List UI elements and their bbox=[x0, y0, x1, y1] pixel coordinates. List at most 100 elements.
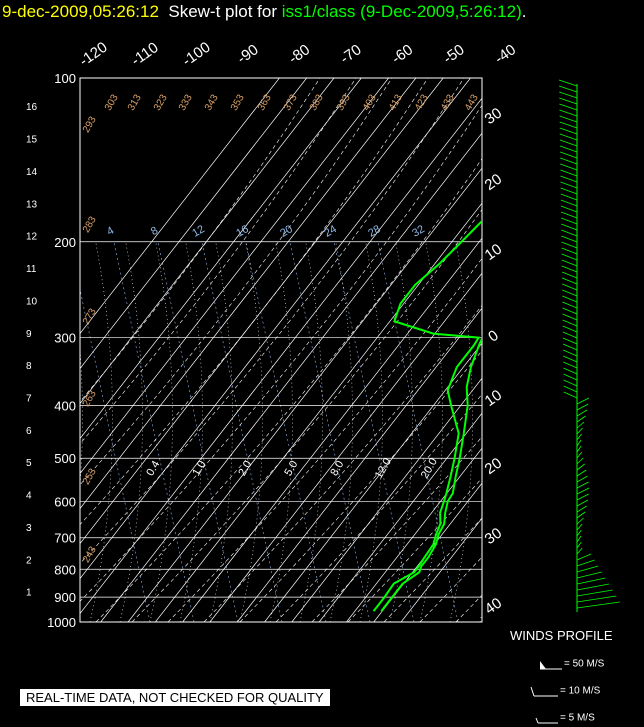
wind-barb bbox=[559, 103, 578, 111]
wind-barb bbox=[576, 553, 592, 561]
height-km-tick-label: 7 bbox=[26, 394, 32, 405]
moist-adiabat-label: 8.0 bbox=[328, 459, 346, 478]
height-km-tick-label: 9 bbox=[26, 329, 32, 340]
wind-barb bbox=[561, 277, 578, 285]
temperature-tick-top: -90 bbox=[234, 41, 262, 67]
wind-barb bbox=[576, 487, 590, 495]
wind-barb bbox=[561, 265, 578, 273]
wind-barb bbox=[559, 151, 578, 159]
quality-warning: REAL-TIME DATA, NOT CHECKED FOR QUALITY bbox=[20, 689, 330, 706]
wind-barb bbox=[559, 109, 578, 117]
wind-barb bbox=[561, 283, 578, 291]
title-station: iss1/class (9-Dec-2009,5:26:12) bbox=[281, 2, 522, 21]
wind-barb bbox=[576, 427, 583, 435]
dry-adiabat-line bbox=[167, 257, 482, 622]
wind-barb bbox=[558, 79, 578, 87]
mixing-ratio-line bbox=[201, 241, 283, 622]
dry-adiabat-label: 363 bbox=[256, 92, 274, 112]
dry-adiabat-line bbox=[275, 393, 482, 622]
wind-barb bbox=[561, 247, 578, 255]
profile-lines bbox=[372, 219, 482, 612]
wind-barb bbox=[576, 463, 585, 471]
wind-barb bbox=[560, 187, 578, 195]
wind-barb bbox=[576, 439, 582, 447]
wind-barb bbox=[559, 97, 578, 105]
isotherm-line bbox=[264, 342, 482, 622]
wind-barb bbox=[576, 541, 582, 549]
dry-adiabat-line bbox=[203, 304, 482, 622]
mixing-ratio-line bbox=[157, 241, 239, 622]
wind-barb bbox=[560, 217, 578, 225]
pressure-tick-label: 400 bbox=[54, 399, 76, 414]
title-timestamp: 9-dec-2009,05:26:12 bbox=[2, 2, 159, 21]
mixing-ratio-label: 28 bbox=[366, 223, 383, 240]
wind-legend-10: = 10 M/S bbox=[530, 684, 600, 698]
mixing-ratio-label: 24 bbox=[322, 223, 339, 240]
dry-adiabat-label: 333 bbox=[177, 92, 195, 112]
temperature-tick-top: -50 bbox=[440, 41, 468, 67]
height-km-tick-label: 5 bbox=[26, 458, 32, 469]
dry-adiabat-line bbox=[80, 78, 393, 486]
moist-adiabat-label: 1.0 bbox=[190, 459, 208, 478]
dry-adiabat-line bbox=[80, 104, 482, 602]
moist-adiabat-line bbox=[389, 241, 413, 622]
temperature-tick-top: -40 bbox=[492, 41, 520, 67]
wind-barb bbox=[563, 385, 578, 393]
dry-adiabat-line bbox=[492, 78, 644, 622]
dry-adiabat-label: 403 bbox=[361, 92, 379, 112]
wind-barb bbox=[576, 571, 602, 579]
mixing-ratio-line bbox=[113, 241, 195, 622]
dry-adiabat-line bbox=[419, 556, 482, 622]
temperature-tick-right: 40 bbox=[482, 595, 505, 618]
wind-barb bbox=[562, 325, 578, 333]
wind-barb bbox=[561, 223, 578, 231]
wind-barb bbox=[560, 157, 578, 165]
isotherm-line bbox=[80, 78, 280, 335]
height-km-tick-label: 15 bbox=[26, 135, 38, 146]
pressure-tick-label: 300 bbox=[54, 331, 76, 346]
height-km-tick-label: 3 bbox=[26, 523, 32, 534]
wind-barb bbox=[562, 295, 578, 303]
moist-adiabat-label: 2.0 bbox=[236, 459, 254, 478]
title-prefix: Skew-t plot for bbox=[168, 2, 278, 21]
height-km-tick-label: 14 bbox=[26, 167, 38, 178]
dry-adiabat-label: 243 bbox=[81, 544, 99, 564]
wind-barb bbox=[560, 169, 578, 177]
pressure-tick-label: 100 bbox=[54, 71, 76, 86]
wind-barb bbox=[576, 403, 589, 411]
height-km-tick-label: 10 bbox=[26, 296, 38, 307]
pressure-tick-label: 500 bbox=[54, 451, 76, 466]
dry-adiabat-label: 343 bbox=[203, 92, 221, 112]
pressure-tick-label: 700 bbox=[54, 531, 76, 546]
mixing-ratio-label: 4 bbox=[105, 225, 116, 238]
wind-barb bbox=[576, 511, 586, 519]
wind-barb bbox=[576, 595, 617, 603]
wind-barb bbox=[576, 445, 582, 453]
wind-barb bbox=[576, 601, 620, 609]
mixing-ratio-line bbox=[333, 241, 415, 622]
dry-adiabat-line bbox=[80, 78, 357, 445]
wind-barb bbox=[562, 289, 578, 297]
isotherm-line bbox=[100, 132, 482, 622]
dry-adiabat-line bbox=[383, 517, 482, 622]
wind-barb bbox=[562, 337, 578, 345]
wind-barb bbox=[576, 499, 589, 507]
dry-adiabat-label: 293 bbox=[81, 114, 99, 134]
wind-barb bbox=[576, 409, 588, 417]
dry-adiabat-label: 393 bbox=[335, 92, 353, 112]
temperature-tick-top: -100 bbox=[179, 39, 213, 70]
mixing-ratio-line bbox=[80, 287, 151, 622]
wind-barb bbox=[563, 379, 578, 387]
chart-title: 9-dec-2009,05:26:12 Skew-t plot for iss1… bbox=[2, 2, 527, 22]
temperature-profile-line bbox=[380, 333, 482, 612]
temperature-tick-top: -60 bbox=[389, 41, 417, 67]
wind-barb bbox=[559, 139, 578, 147]
dry-adiabat-line bbox=[347, 477, 482, 622]
dry-adiabat-label: 323 bbox=[152, 92, 170, 112]
dry-adiabat-label: 313 bbox=[126, 92, 144, 112]
wind-barb bbox=[560, 163, 578, 171]
moist-adiabat-line bbox=[119, 241, 143, 622]
wind-barb bbox=[576, 535, 582, 543]
height-km-tick-label: 2 bbox=[26, 555, 32, 566]
isotherm-line bbox=[80, 78, 389, 475]
